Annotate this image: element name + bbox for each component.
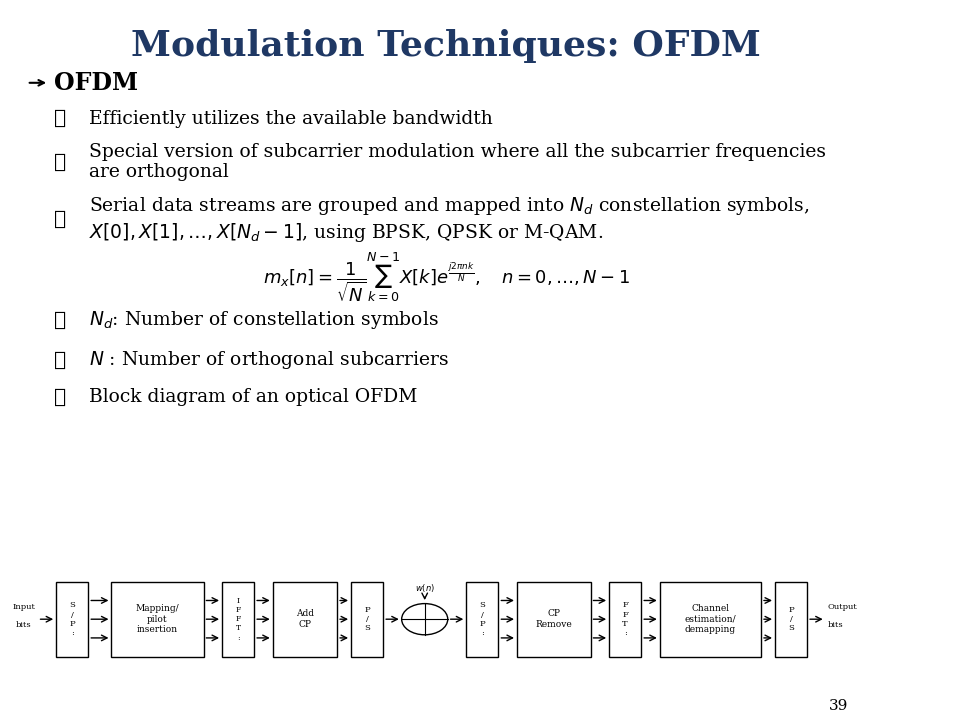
- Text: bits: bits: [16, 621, 32, 629]
- FancyBboxPatch shape: [516, 582, 590, 657]
- Text: 39: 39: [828, 699, 848, 713]
- Text: $w(n)$: $w(n)$: [415, 582, 435, 594]
- Text: $N$ : Number of orthogonal subcarriers: $N$ : Number of orthogonal subcarriers: [89, 349, 449, 371]
- Text: ✓: ✓: [54, 388, 65, 407]
- Text: Channel
estimation/
demapping: Channel estimation/ demapping: [684, 604, 736, 634]
- FancyBboxPatch shape: [467, 582, 498, 657]
- Text: ✓: ✓: [54, 210, 65, 229]
- Text: $N_d$: Number of constellation symbols: $N_d$: Number of constellation symbols: [89, 310, 439, 331]
- Text: Special version of subcarrier modulation where all the subcarrier frequencies
ar: Special version of subcarrier modulation…: [89, 143, 827, 181]
- Text: Add
CP: Add CP: [296, 610, 314, 629]
- Text: F
F
T
:: F F T :: [622, 601, 628, 637]
- Text: $m_x[n] = \dfrac{1}{\sqrt{N}} \sum_{k=0}^{N-1} X[k] e^{\frac{j2\pi nk}{N}}, \qua: $m_x[n] = \dfrac{1}{\sqrt{N}} \sum_{k=0}…: [263, 251, 630, 304]
- FancyBboxPatch shape: [351, 582, 383, 657]
- Text: bits: bits: [828, 621, 843, 629]
- FancyBboxPatch shape: [111, 582, 204, 657]
- FancyBboxPatch shape: [273, 582, 337, 657]
- Text: Block diagram of an optical OFDM: Block diagram of an optical OFDM: [89, 389, 418, 406]
- Text: I
F
F
T
:: I F F T :: [235, 597, 241, 642]
- FancyBboxPatch shape: [609, 582, 641, 657]
- Text: CP
Remove: CP Remove: [536, 610, 572, 629]
- Text: ✓: ✓: [54, 311, 65, 330]
- Text: Input: Input: [12, 603, 36, 611]
- Text: Mapping/
pilot
insertion: Mapping/ pilot insertion: [135, 604, 180, 634]
- Text: OFDM: OFDM: [54, 71, 137, 95]
- Text: Modulation Techniques: OFDM: Modulation Techniques: OFDM: [132, 29, 761, 63]
- FancyBboxPatch shape: [56, 582, 88, 657]
- FancyBboxPatch shape: [660, 582, 761, 657]
- Text: Serial data streams are grouped and mapped into $N_d$ constellation symbols,
$X[: Serial data streams are grouped and mapp…: [89, 195, 809, 244]
- Text: S
/
P
:: S / P :: [479, 601, 485, 637]
- FancyBboxPatch shape: [775, 582, 807, 657]
- Text: P
/
S: P / S: [788, 606, 794, 632]
- FancyBboxPatch shape: [222, 582, 254, 657]
- Text: S
/
P
:: S / P :: [69, 601, 75, 637]
- Text: Efficiently utilizes the available bandwidth: Efficiently utilizes the available bandw…: [89, 110, 493, 128]
- Text: ✓: ✓: [54, 109, 65, 128]
- Text: ✓: ✓: [54, 351, 65, 369]
- Text: Output: Output: [828, 603, 857, 611]
- Text: P
/
S: P / S: [364, 606, 370, 632]
- Text: ✓: ✓: [54, 153, 65, 171]
